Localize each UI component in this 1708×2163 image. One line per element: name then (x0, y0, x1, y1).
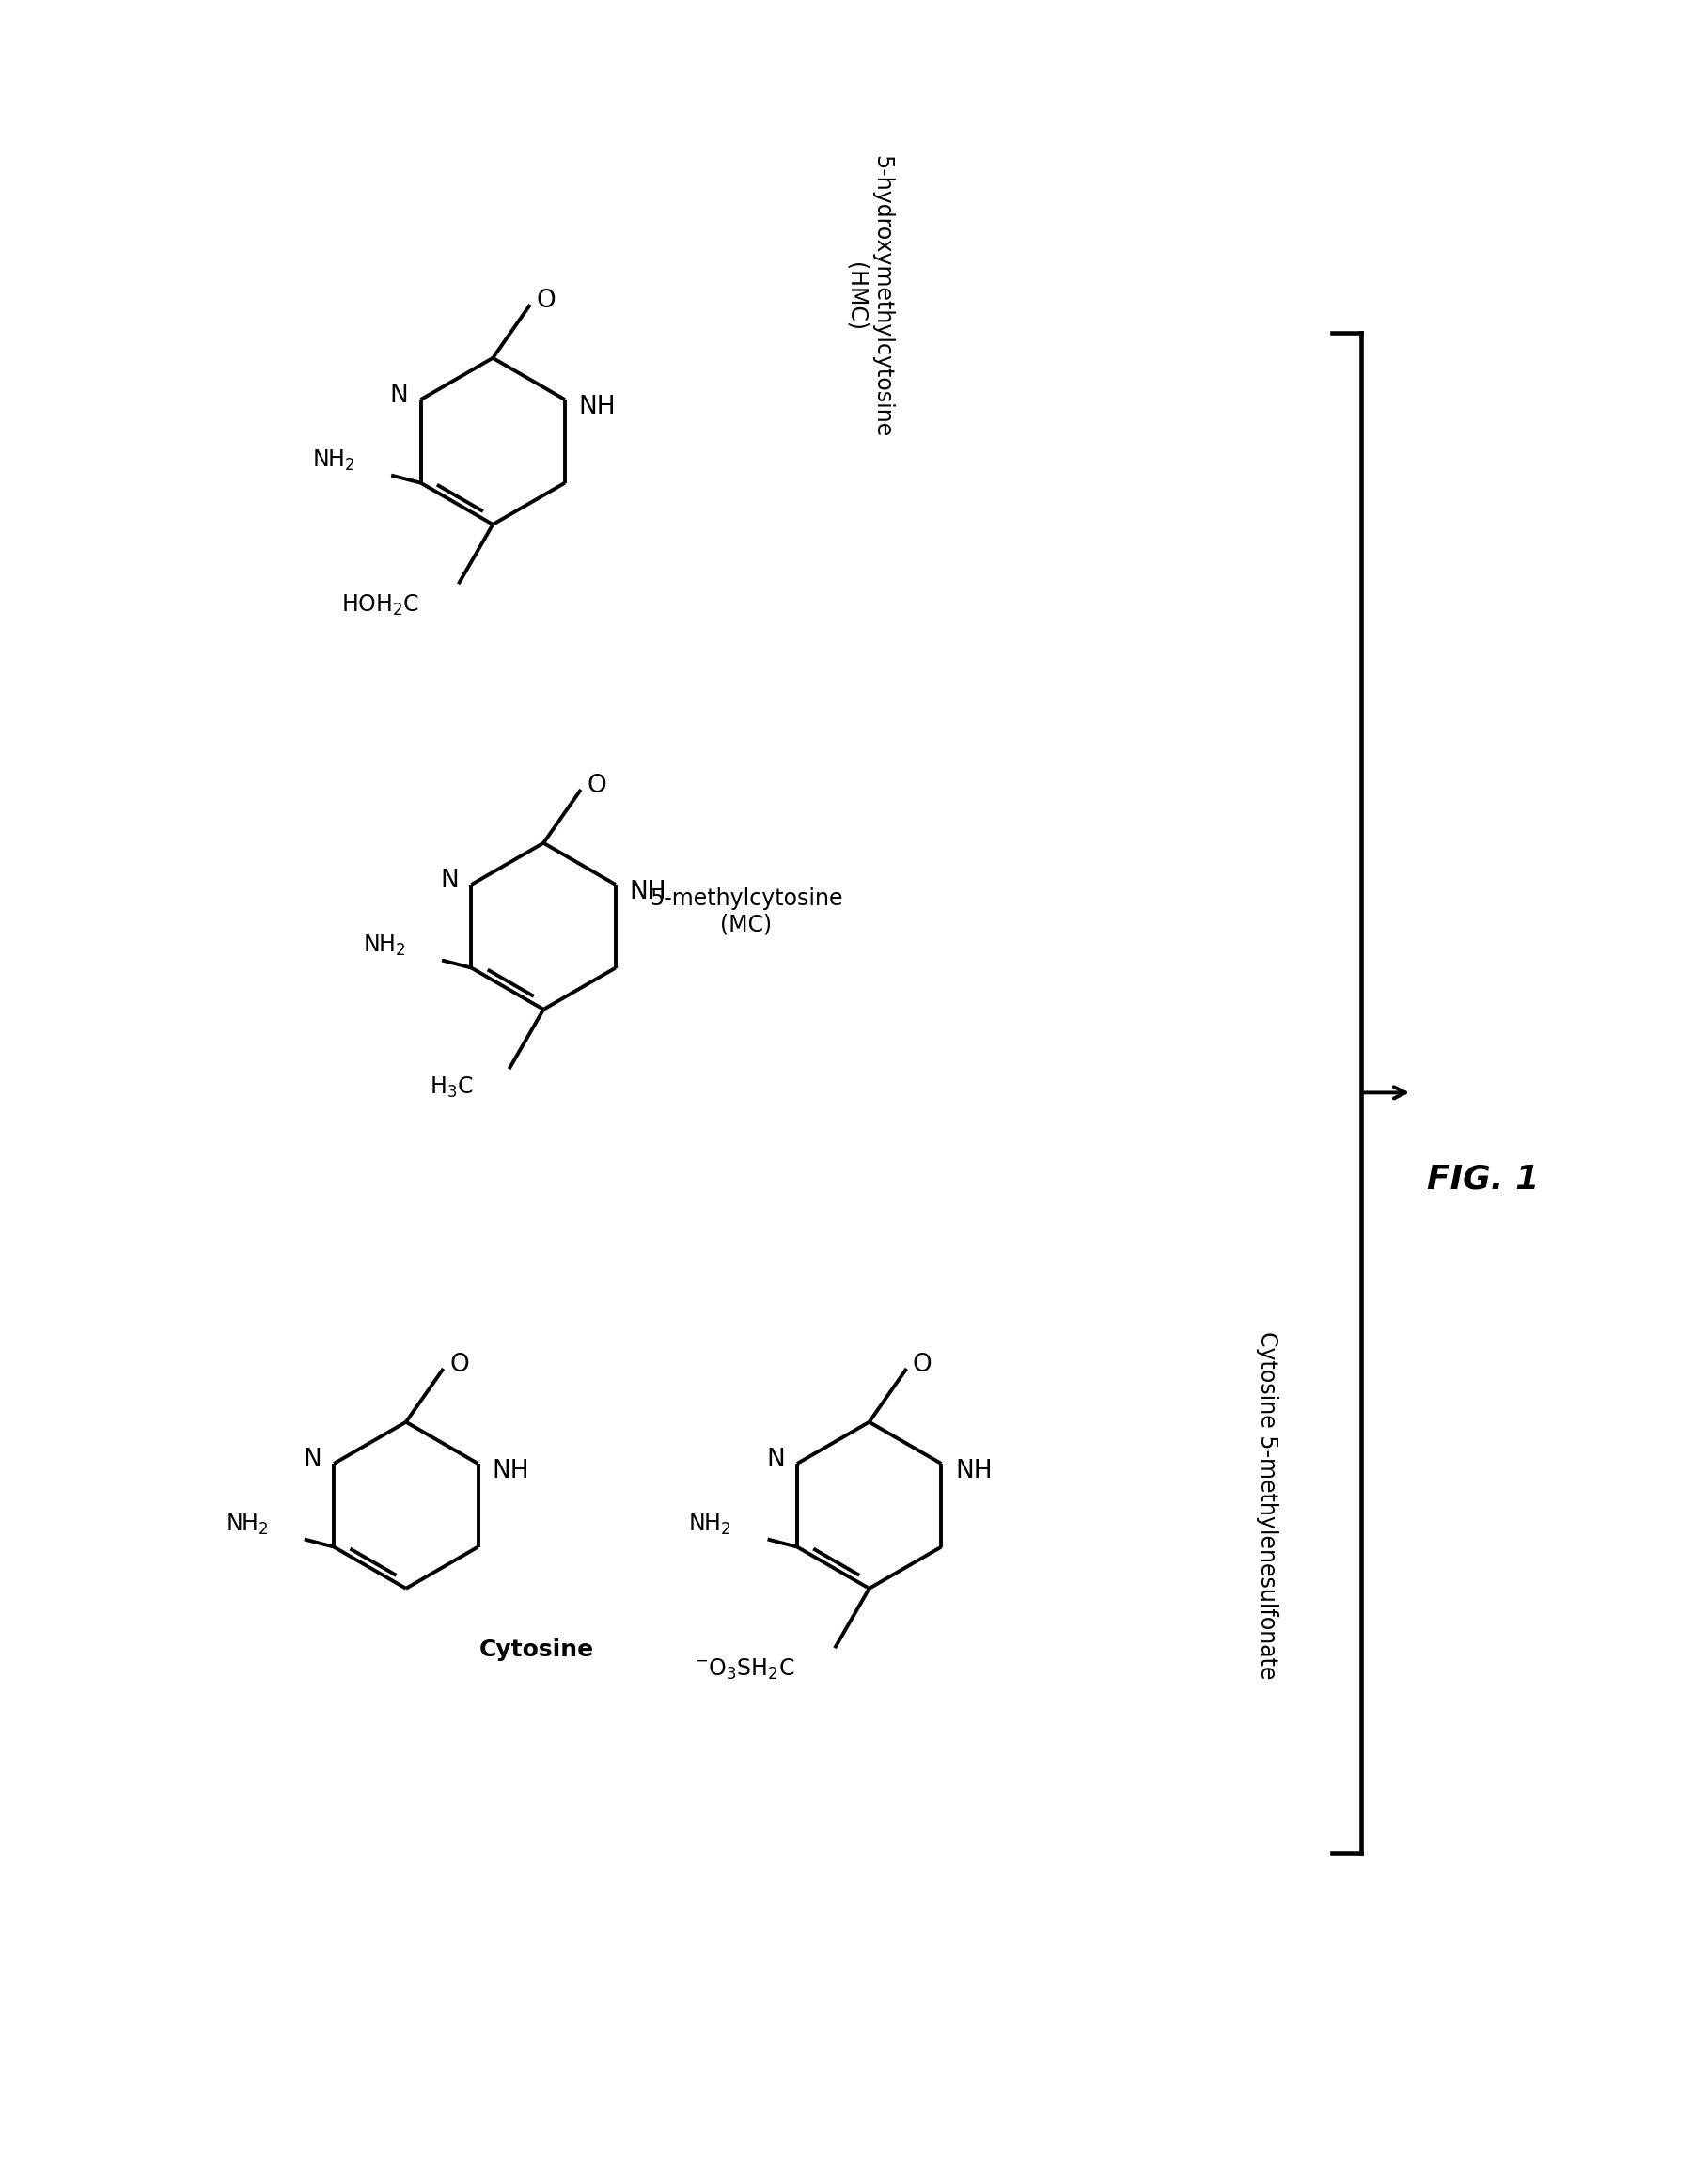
Text: N: N (389, 383, 408, 409)
Text: N: N (767, 1447, 784, 1473)
Text: O: O (912, 1352, 933, 1378)
Text: $^{-}$O$_3$SH$_2$C: $^{-}$O$_3$SH$_2$C (695, 1657, 794, 1683)
Text: FIG. 1: FIG. 1 (1426, 1164, 1539, 1196)
Text: H$_3$C: H$_3$C (429, 1075, 473, 1099)
Text: NH: NH (492, 1458, 529, 1484)
Text: Cytosine 5-methylenesulfonate: Cytosine 5-methylenesulfonate (1255, 1330, 1279, 1678)
Text: 5-hydroxymethylcytosine
(HMC): 5-hydroxymethylcytosine (HMC) (845, 156, 893, 437)
Text: NH: NH (579, 394, 617, 420)
Text: NH: NH (955, 1458, 992, 1484)
Text: N: N (302, 1447, 321, 1473)
Text: N: N (441, 870, 459, 893)
Text: Cytosine: Cytosine (478, 1640, 594, 1661)
Text: NH$_2$: NH$_2$ (688, 1512, 731, 1538)
Text: NH$_2$: NH$_2$ (362, 934, 407, 958)
Text: O: O (449, 1352, 470, 1378)
Text: O: O (536, 290, 555, 314)
Text: 5-methylcytosine
(MC): 5-methylcytosine (MC) (649, 887, 842, 937)
Text: NH$_2$: NH$_2$ (313, 448, 355, 474)
Text: NH$_2$: NH$_2$ (225, 1512, 268, 1538)
Text: NH: NH (630, 880, 666, 904)
Text: O: O (588, 774, 606, 798)
Text: HOH$_2$C: HOH$_2$C (342, 593, 418, 619)
